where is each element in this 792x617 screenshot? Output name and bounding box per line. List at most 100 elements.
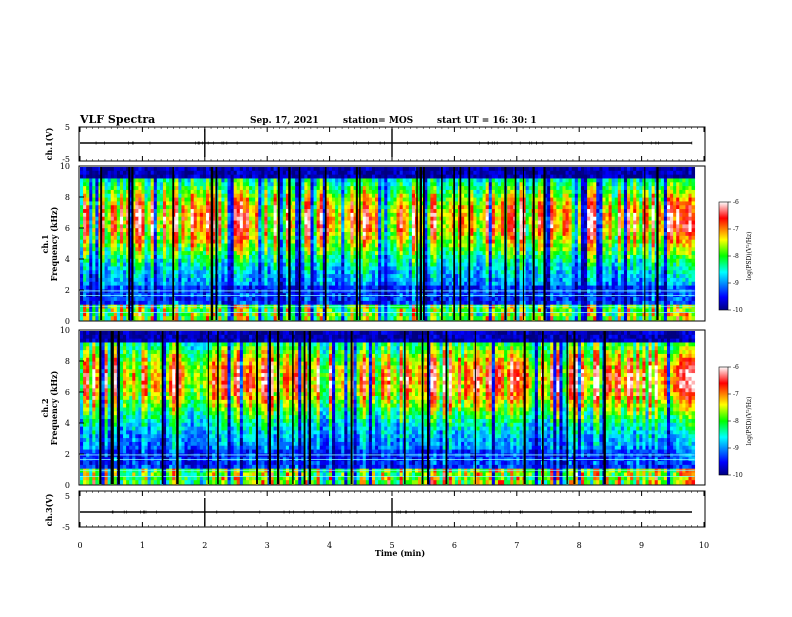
spectrogram-cell [335,190,338,194]
spectrogram-cell [148,205,151,209]
spectrogram-cell [652,232,655,236]
spectrogram-cell [553,232,556,236]
spectrogram-cell [566,167,569,171]
spectrogram-cell [639,209,642,213]
spectrogram-cell [529,182,532,186]
spectrogram-cell [602,209,605,213]
spectrogram-cell [688,224,691,228]
spectrogram-cell [480,217,483,221]
spectrogram-cell [645,194,648,198]
spectrogram-cell [95,201,98,205]
spectrogram-cell [301,205,304,209]
spectrogram-cell [252,240,255,244]
spectrogram-cell [154,244,157,248]
spectrogram-cell [495,182,498,186]
spectrogram-cell [387,167,390,171]
spectrogram-cell [332,178,335,182]
spectrogram-cell [480,198,483,202]
spectrogram-cell [267,171,270,175]
spectrogram-cell [550,228,553,232]
spectrogram-cell [535,244,538,248]
spectrogram-cell [670,198,673,202]
spectrogram-cell [621,251,624,255]
spectrogram-cell [166,205,169,209]
spectrogram-cell [381,244,384,248]
spectrogram-cell [489,175,492,179]
spectrogram-cell [267,209,270,213]
spectrogram-cell [344,171,347,175]
spectrogram-cell [283,236,286,240]
spectrogram-cell [83,205,86,209]
spectrogram-cell [197,221,200,225]
spectrogram-cell [154,205,157,209]
spectrogram-cell [430,175,433,179]
spectrogram-cell [575,194,578,198]
spectrogram-cell [267,217,270,221]
spectrogram-cell [575,240,578,244]
spectrogram-cell [547,190,550,194]
spectrogram-cell [375,171,378,175]
spectrogram-cell [378,209,381,213]
spectrogram-cell [145,259,148,263]
spectrogram-cell [670,178,673,182]
spectrogram-cell [510,221,513,225]
spectrogram-cell [228,251,231,255]
spectrogram-cell [559,201,562,205]
spectrogram-cell [581,240,584,244]
spectrogram-cell [602,251,605,255]
spectrogram-cell [264,171,267,175]
spectrogram-cell [141,171,144,175]
spectrogram-cell [317,232,320,236]
spectrogram-cell [166,178,169,182]
spectrogram-cell [89,255,92,259]
spectrogram-cell [114,201,117,205]
spectrogram-cell [231,240,234,244]
spectrogram-cell [400,221,403,225]
spectrogram-cell [203,236,206,240]
spectrogram-cell [221,251,224,255]
spectrogram-cell [593,244,596,248]
spectrogram-cell [584,244,587,248]
spectrogram-cell [436,255,439,259]
spectrogram-cell [307,171,310,175]
spectrogram-cell [403,182,406,186]
spectrogram-cell [184,167,187,171]
spectrogram-cell [609,244,612,248]
spectrogram-cell [310,244,313,248]
spectrogram-cell [169,198,172,202]
spectrogram-cell [593,201,596,205]
spectrogram-cell [547,167,550,171]
spectrogram-cell [350,171,353,175]
spectrogram-cell [682,209,685,213]
spectrogram-cell [556,232,559,236]
spectrogram-cell [341,178,344,182]
spectrogram-cell [409,255,412,259]
spectrogram-cell [516,198,519,202]
spectrogram-cell [344,240,347,244]
spectrogram-cell [363,190,366,194]
spectrogram-cell [602,167,605,171]
spectrogram-cell [495,217,498,221]
spectrogram-cell [473,186,476,190]
spectrogram-cell [178,178,181,182]
spectrogram-cell [578,213,581,217]
spectrogram-cell [95,167,98,171]
spectrogram-cell [507,182,510,186]
spectrogram-cell [228,186,231,190]
spectrogram-cell [175,259,178,263]
spectrogram-cell [274,205,277,209]
spectrogram-cell [621,171,624,175]
spectrogram-cell [264,255,267,259]
spectrogram-cell [301,190,304,194]
spectrogram-cell [470,251,473,255]
spectrogram-cell [80,240,83,244]
spectrogram-cell [606,244,609,248]
spectrogram-cell [274,221,277,225]
spectrogram-cell [470,190,473,194]
spectrogram-cell [501,240,504,244]
spectrogram-cell [682,221,685,225]
spectrogram-cell [228,190,231,194]
spectrogram-cell [480,247,483,251]
spectrogram-cell [203,228,206,232]
spectrogram-cell [470,167,473,171]
